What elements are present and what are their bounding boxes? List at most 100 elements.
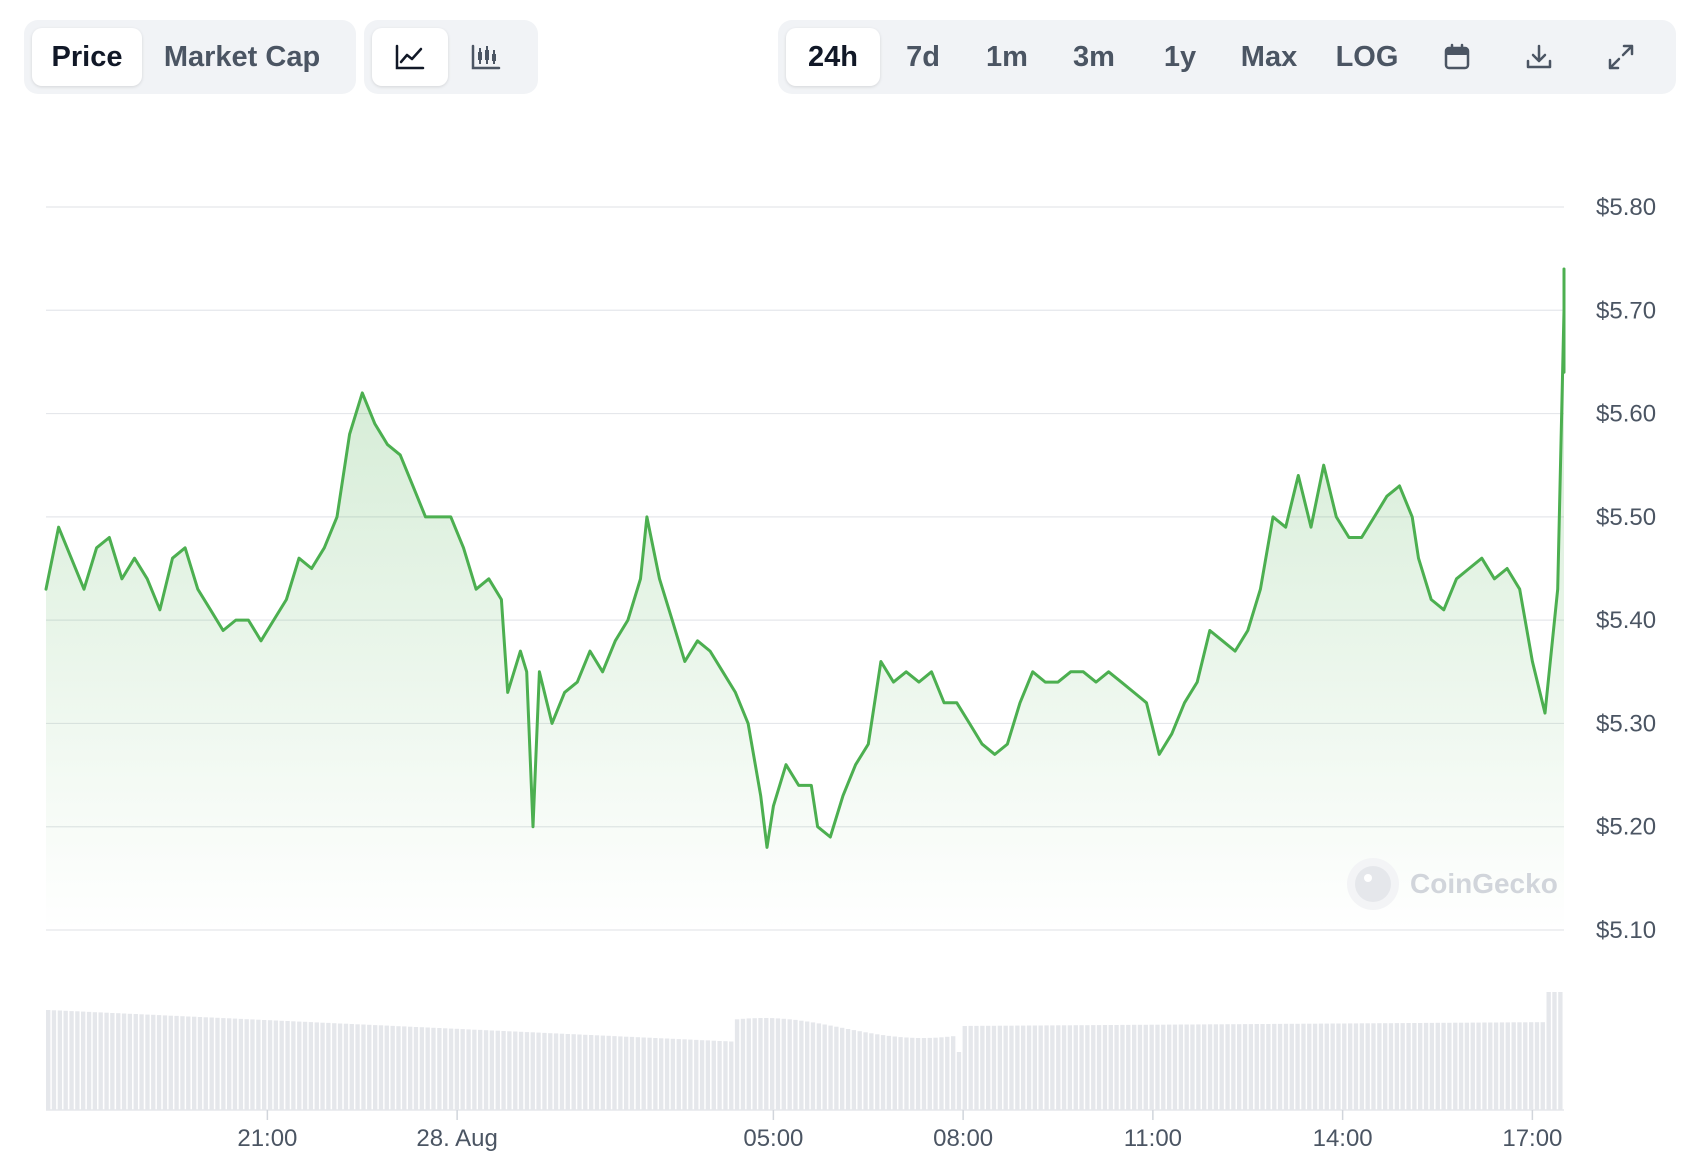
- volume-bar: [361, 1024, 366, 1110]
- volume-bar: [273, 1020, 279, 1110]
- x-tick-label: 17:00: [1502, 1125, 1562, 1152]
- volume-bar: [81, 1011, 86, 1110]
- tab-7d[interactable]: 7d: [906, 40, 940, 73]
- tab-3m[interactable]: 3m: [1073, 40, 1115, 73]
- volume-bar: [326, 1022, 331, 1110]
- download-icon: [1526, 44, 1552, 69]
- volume-bar: [1423, 1022, 1429, 1110]
- volume-bar: [676, 1039, 681, 1110]
- volume-bar: [1143, 1024, 1148, 1110]
- volume-bar: [945, 1036, 950, 1110]
- volume-bar: [734, 1019, 740, 1110]
- tab-market-cap[interactable]: Market Cap: [163, 40, 321, 73]
- volume-bar: [232, 1018, 238, 1110]
- volume-bar: [1295, 1023, 1300, 1110]
- metric-toggle-group: Price Market Cap: [24, 20, 356, 94]
- fullscreen-icon: [1608, 44, 1634, 70]
- volume-bar: [373, 1025, 378, 1110]
- volume-bar: [933, 1037, 938, 1110]
- y-tick-label: $5.40: [1596, 607, 1656, 634]
- volume-bar: [805, 1021, 810, 1110]
- volume-bar: [1126, 1024, 1131, 1110]
- volume-bar: [267, 1020, 273, 1110]
- candlestick-chart-button[interactable]: [448, 28, 524, 86]
- volume-bar: [51, 1010, 57, 1110]
- volume-bar: [1336, 1023, 1341, 1110]
- volume-bar: [1312, 1023, 1318, 1110]
- volume-bar: [1546, 992, 1551, 1110]
- volume-bar: [612, 1036, 617, 1110]
- coingecko-watermark: CoinGecko: [1347, 858, 1558, 910]
- y-tick-label: $5.50: [1596, 504, 1656, 531]
- tab-1m[interactable]: 1m: [986, 40, 1028, 73]
- volume-bar: [454, 1028, 460, 1110]
- tab-1y[interactable]: 1y: [1163, 40, 1197, 73]
- volume-bar: [209, 1017, 214, 1110]
- volume-bar: [647, 1037, 652, 1110]
- volume-bar: [1348, 1023, 1353, 1110]
- volume-bar: [320, 1022, 325, 1110]
- volume-bar: [291, 1021, 296, 1110]
- tab-24h[interactable]: 24h: [786, 28, 880, 86]
- calendar-button[interactable]: [1416, 28, 1498, 86]
- volume-bar: [297, 1021, 302, 1110]
- volume-bar: [968, 1025, 973, 1110]
- volume-bar: [875, 1034, 880, 1110]
- volume-bar: [857, 1031, 862, 1110]
- volume-bar: [1102, 1025, 1108, 1110]
- volume-bar: [1365, 1023, 1370, 1110]
- line-chart-button[interactable]: [372, 28, 448, 86]
- tab-log[interactable]: LOG: [1335, 40, 1399, 73]
- volume-bar: [641, 1037, 646, 1110]
- download-button[interactable]: [1498, 28, 1580, 86]
- volume-bar: [1330, 1023, 1335, 1110]
- volume-bar: [1464, 1022, 1470, 1110]
- volume-bar: [1190, 1024, 1195, 1110]
- volume-bar: [553, 1033, 559, 1110]
- volume-bar: [472, 1029, 477, 1110]
- volume-bar: [1184, 1024, 1189, 1110]
- volume-bar: [1470, 1022, 1475, 1110]
- volume-bar: [518, 1031, 524, 1110]
- volume-bar: [1038, 1025, 1043, 1110]
- volume-bar: [793, 1019, 798, 1110]
- volume-bar: [1079, 1025, 1084, 1110]
- volume-bar: [740, 1018, 746, 1110]
- volume-bar: [536, 1032, 541, 1110]
- volume-bar: [186, 1016, 191, 1110]
- volume-bar: [1529, 1022, 1534, 1110]
- volume-bar: [624, 1036, 629, 1110]
- volume-bar: [1523, 1022, 1528, 1110]
- volume-bar: [1353, 1023, 1359, 1110]
- fullscreen-button[interactable]: [1580, 28, 1662, 86]
- volume-bar: [192, 1016, 197, 1110]
- volume-bar: [717, 1041, 722, 1110]
- tab-price[interactable]: Price: [32, 28, 142, 86]
- volume-bar: [1429, 1022, 1435, 1110]
- volume-bar: [1009, 1025, 1014, 1110]
- volume-bar: [215, 1017, 220, 1110]
- candlestick-chart-icon: [471, 44, 501, 70]
- volume-bar: [174, 1015, 179, 1110]
- volume-bar: [1458, 1022, 1464, 1110]
- volume-bar: [121, 1013, 127, 1110]
- volume-bar: [606, 1035, 611, 1110]
- volume-bar: [834, 1026, 839, 1110]
- volume-bar: [180, 1016, 185, 1110]
- volume-bar: [63, 1010, 68, 1110]
- volume-bar: [1015, 1025, 1020, 1110]
- volume-bar: [1196, 1024, 1201, 1110]
- volume-bar: [367, 1024, 372, 1110]
- volume-bar: [974, 1025, 979, 1110]
- tab-max[interactable]: Max: [1240, 40, 1298, 73]
- volume-bar: [513, 1031, 518, 1110]
- volume-bar: [279, 1020, 284, 1110]
- volume-bar: [1301, 1023, 1306, 1110]
- volume-bar: [869, 1033, 874, 1110]
- volume-bar: [92, 1012, 98, 1110]
- volume-bar: [448, 1028, 454, 1110]
- volume-bar: [962, 1026, 967, 1110]
- price-line: [44, 267, 1566, 849]
- volume-bar: [1091, 1025, 1096, 1110]
